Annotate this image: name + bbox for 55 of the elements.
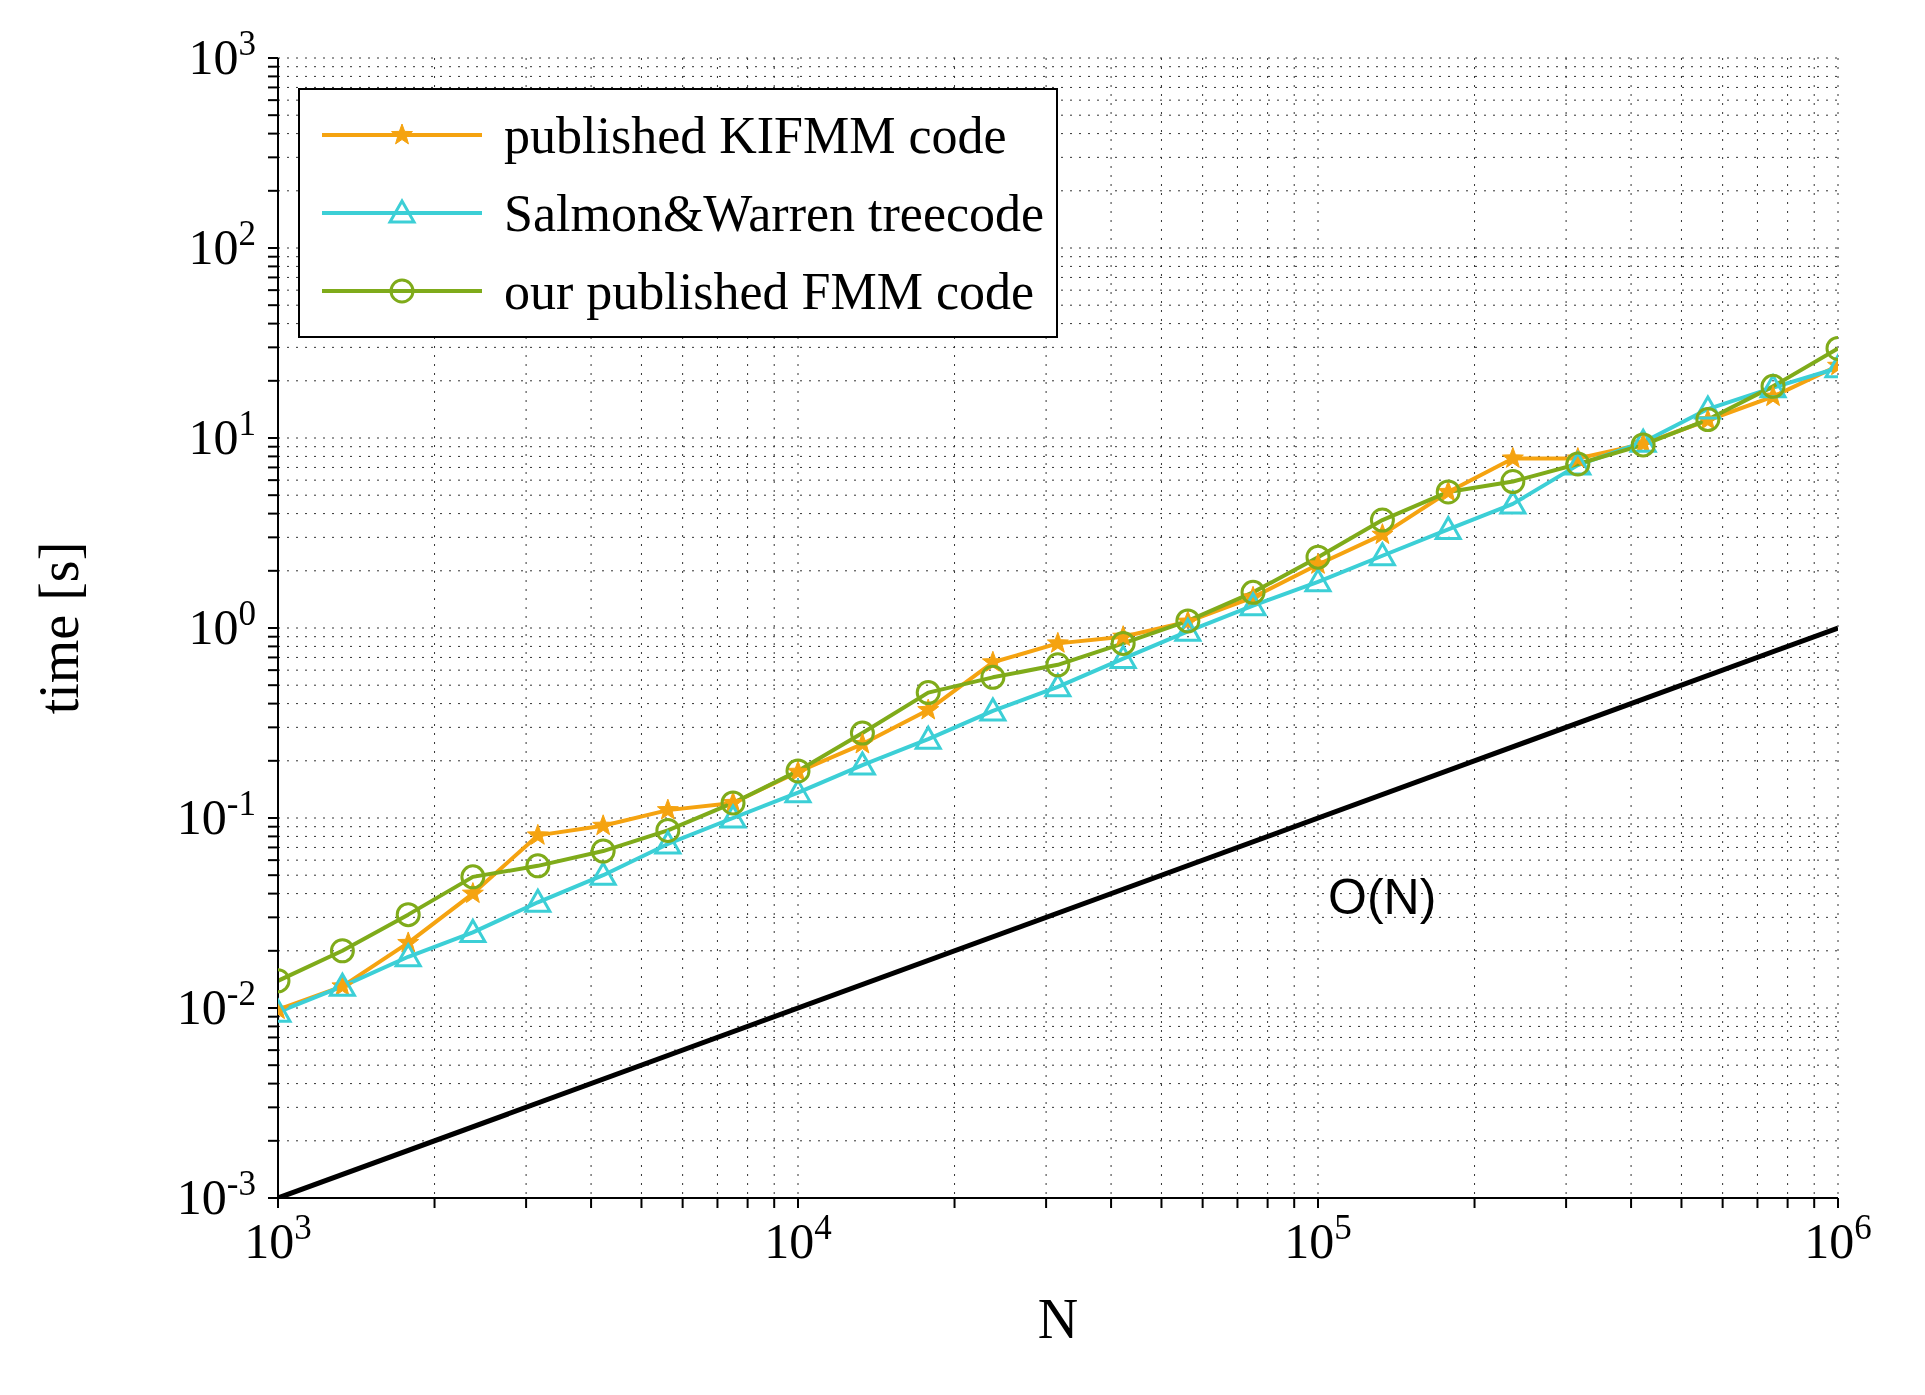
y-tick-label: 10$^{-2}$ [176,973,256,1035]
point [1239,592,1267,617]
x-axis-title: N [1037,1288,1079,1350]
point [1434,515,1462,540]
y-axis-title: time [s] [27,541,90,715]
point [395,902,421,928]
x-tick-label: 10$^{6}$ [1804,1207,1872,1269]
y-tick-label: 10$^{-1}$ [176,783,256,845]
annotation: O(N) [1328,868,1437,926]
y-tick-label: 10$^{0}$ [188,593,256,655]
point [461,882,484,904]
point [654,830,682,855]
point [915,680,941,706]
point [394,943,422,968]
point [1305,544,1331,570]
point [655,817,681,843]
point [979,697,1007,722]
point [329,938,355,964]
y-tick-label: 10$^{3}$ [188,23,256,85]
y-tick-label: 10$^{2}$ [188,213,256,275]
point [592,814,615,836]
point [784,779,812,804]
point [1304,568,1332,593]
point [590,838,616,864]
point [1110,630,1136,656]
point [589,861,617,886]
point [1501,447,1524,468]
point [1500,469,1526,495]
point [914,725,942,750]
x-tick-label: 10$^{5}$ [1284,1207,1352,1269]
legend-label: our published FMM code [504,261,1035,321]
point [849,720,875,746]
point [1369,507,1395,533]
point [980,664,1006,690]
point [917,698,940,720]
point [1499,490,1527,515]
point [460,864,486,890]
point [848,751,876,776]
y-tick-label: 10$^{1}$ [188,403,256,465]
point [1174,617,1202,642]
point [1044,673,1072,698]
point [459,918,487,943]
point [656,798,679,820]
point [1109,645,1137,670]
point [525,853,551,879]
point [1368,542,1396,567]
point [1045,652,1071,678]
point [1240,579,1266,605]
legend-label: published KIFMM code [504,105,1007,165]
point [526,823,549,845]
point [1046,631,1069,653]
point [719,804,747,829]
point [524,888,552,913]
x-tick-label: 10$^{4}$ [764,1207,832,1269]
legend-label: Salmon&Warren treecode [504,183,1045,243]
